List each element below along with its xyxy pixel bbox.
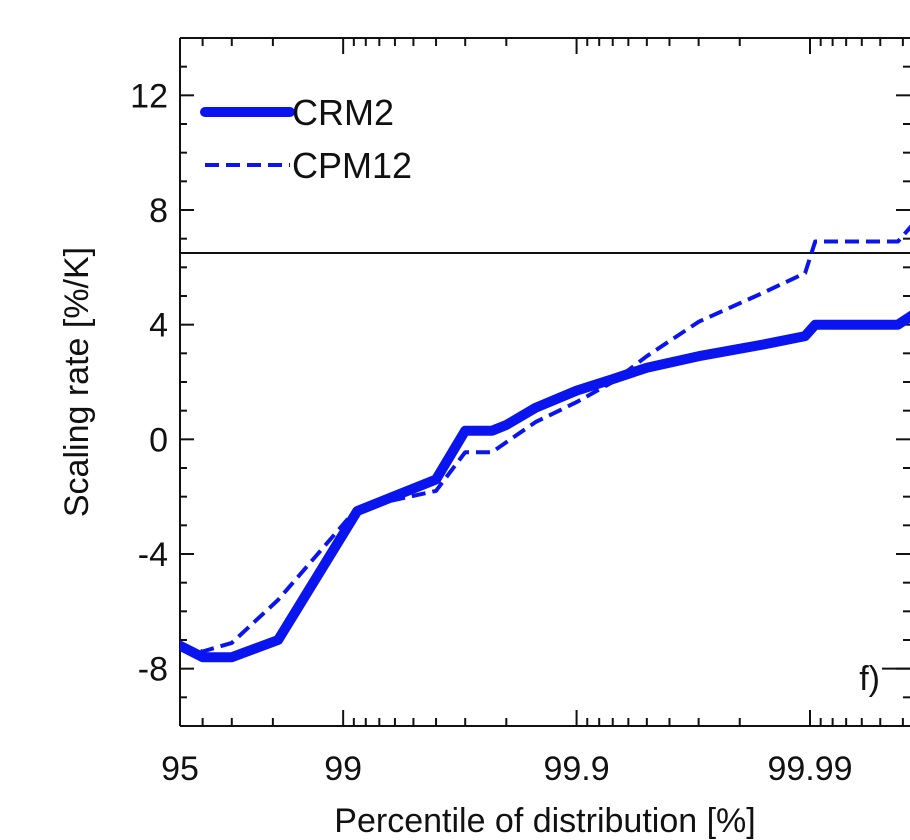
- x-tick-label: 99.99: [767, 750, 852, 788]
- series-line-cpm12: [180, 224, 910, 654]
- y-tick-label: 0: [149, 421, 168, 459]
- y-tick-label: -8: [138, 651, 168, 689]
- legend-label-cpm12: CPM12: [292, 145, 412, 186]
- legend-label-crm2: CRM2: [292, 92, 394, 133]
- y-tick-label: 4: [149, 307, 168, 345]
- y-tick-label: -4: [138, 536, 168, 574]
- y-axis-title: Scaling rate [%/K]: [58, 247, 96, 517]
- x-tick-label: 95: [161, 750, 199, 788]
- panel-label: f): [859, 660, 880, 698]
- x-tick-label: 99.9: [543, 750, 609, 788]
- y-tick-label: 12: [130, 77, 168, 115]
- x-axis-title: Percentile of distribution [%]: [334, 802, 755, 840]
- x-tick-label: 99: [324, 750, 362, 788]
- series-line-crm2: [180, 310, 910, 663]
- y-tick-label: 8: [149, 192, 168, 230]
